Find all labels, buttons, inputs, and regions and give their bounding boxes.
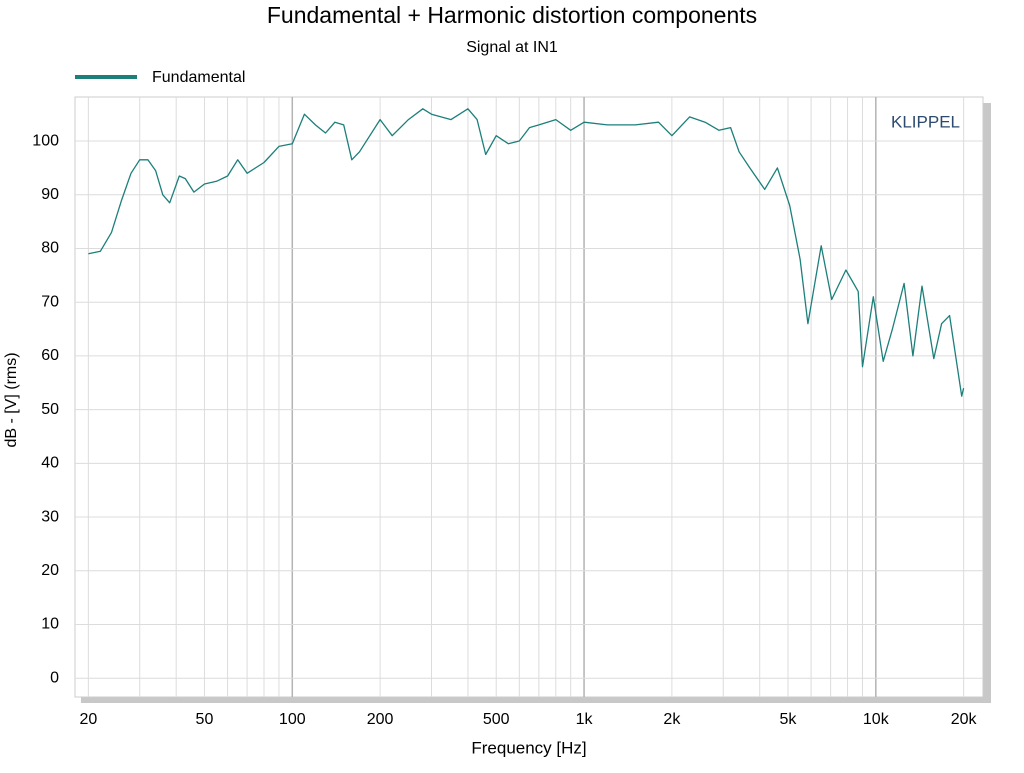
y-tick-label: 20 — [41, 562, 59, 579]
x-axis-label: Frequency [Hz] — [471, 738, 586, 757]
x-tick-label: 20k — [951, 711, 978, 728]
x-tick-label: 200 — [367, 711, 394, 728]
y-tick-label: 100 — [32, 132, 59, 149]
y-tick-label: 80 — [41, 240, 59, 257]
y-tick-label: 30 — [41, 508, 59, 525]
plot-area — [74, 96, 984, 698]
x-tick-label: 5k — [780, 711, 798, 728]
chart-title: Fundamental + Harmonic distortion compon… — [267, 2, 757, 28]
y-tick-label: 70 — [41, 293, 59, 310]
x-tick-label: 20 — [79, 711, 97, 728]
legend-label: Fundamental — [152, 69, 245, 86]
x-tick-label: 100 — [279, 711, 306, 728]
y-tick-label: 60 — [41, 347, 59, 364]
x-tick-label: 500 — [483, 711, 510, 728]
x-tick-label: 1k — [576, 711, 594, 728]
y-tick-label: 90 — [41, 186, 59, 203]
x-tick-label: 2k — [663, 711, 681, 728]
y-tick-label: 0 — [50, 669, 59, 686]
y-tick-label: 10 — [41, 616, 59, 633]
y-tick-label: 50 — [41, 401, 59, 418]
chart-subtitle: Signal at IN1 — [466, 39, 558, 56]
data-line — [88, 108, 965, 397]
x-tick-label: 10k — [863, 711, 890, 728]
y-axis-label: dB - [V] (rms) — [3, 352, 20, 447]
watermark: KLIPPEL — [891, 112, 960, 131]
y-tick-label: 40 — [41, 455, 59, 472]
x-tick-label: 50 — [196, 711, 214, 728]
